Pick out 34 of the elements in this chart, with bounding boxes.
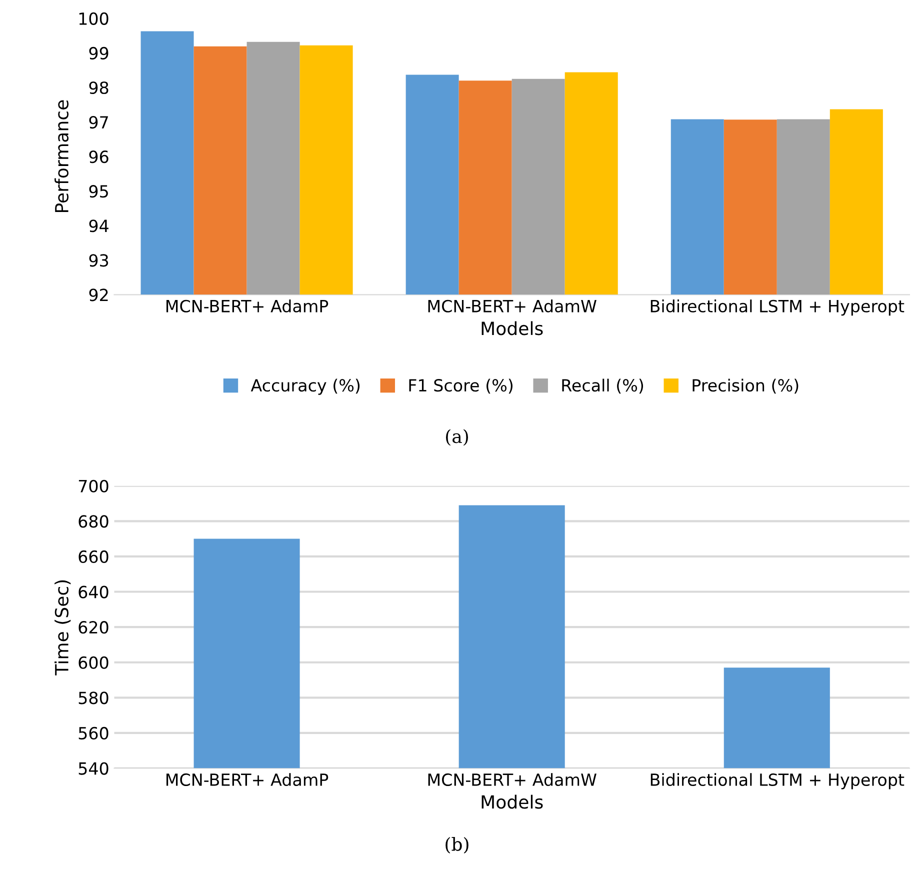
- y-tick-label: 540: [78, 762, 108, 775]
- legend-label: Recall (%): [562, 378, 644, 394]
- y-tick-label: 580: [78, 692, 108, 704]
- x-tick-label: MCN-BERT+ AdamP: [166, 773, 328, 786]
- x-axis-title: Models: [482, 321, 543, 336]
- text: (b): [446, 836, 468, 854]
- y-tick-label: 96: [89, 150, 108, 164]
- x-tick-label: MCN-BERT+ AdamP: [166, 300, 328, 312]
- y-tick-label: 660: [78, 550, 108, 564]
- y-tick-label: 700: [78, 480, 108, 492]
- y-tick-label: 98: [89, 81, 108, 94]
- y-tick-label: 95: [89, 185, 108, 198]
- x-tick-label: Bidirectional LSTM + Hyperopt: [650, 773, 904, 790]
- legend-label: Accuracy (%): [250, 378, 360, 395]
- x-axis-title: Models: [482, 794, 543, 809]
- x-tick-label: MCN-BERT+ AdamW: [428, 773, 596, 786]
- y-tick-label: 600: [78, 656, 108, 669]
- y-tick-label: 94: [89, 220, 108, 232]
- y-tick-label: 680: [78, 515, 108, 528]
- y-tick-label: 100: [79, 12, 108, 25]
- y-axis-title: Time (Sec): [54, 580, 71, 676]
- x-tick-label: Bidirectional LSTM + Hyperopt: [650, 300, 904, 316]
- legend-label: Precision (%): [692, 378, 798, 394]
- y-tick-label: 92: [89, 288, 108, 302]
- legend-label: F1 Score (%): [409, 378, 512, 394]
- y-tick-label: 99: [89, 46, 108, 60]
- y-tick-label: 93: [89, 254, 108, 267]
- y-tick-label: 560: [78, 726, 108, 740]
- y-tick-label: 97: [89, 116, 108, 129]
- y-tick-label: 620: [78, 621, 108, 634]
- x-tick-label: MCN-BERT+ AdamW: [428, 300, 596, 312]
- text: (a): [446, 429, 468, 446]
- y-axis-title: Performance: [54, 100, 69, 212]
- y-tick-label: 640: [78, 586, 108, 598]
